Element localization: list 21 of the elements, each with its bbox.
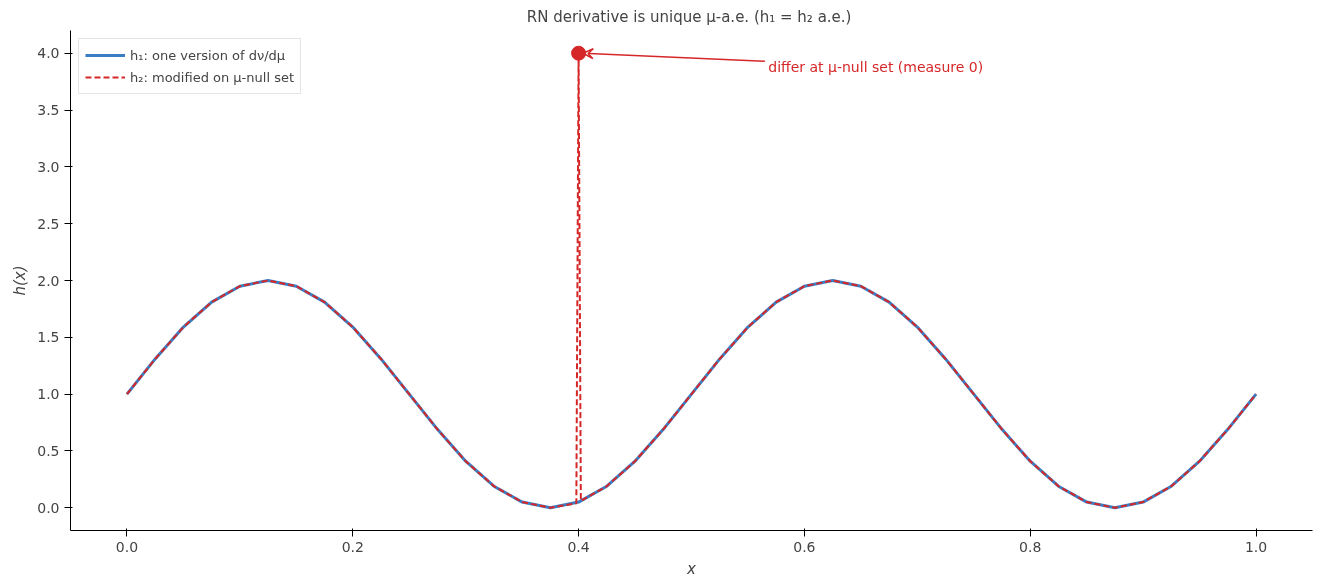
y-tick-label: 2.5 xyxy=(37,215,60,232)
y-tick-label: 2.0 xyxy=(37,272,60,289)
x-tick-label: 0.8 xyxy=(1019,538,1042,555)
x-tick-label: 0.6 xyxy=(793,538,816,555)
y-tick-label: 0.0 xyxy=(37,499,60,516)
y-tick-label: 1.0 xyxy=(37,386,60,403)
legend-label: h₂: modified on μ-null set xyxy=(130,69,295,85)
y-tick-label: 3.5 xyxy=(37,102,60,119)
x-tick-label: 1.0 xyxy=(1244,538,1268,555)
y-tick-label: 4.0 xyxy=(37,45,60,62)
x-axis-title: x xyxy=(686,559,697,578)
legend-label: h₁: one version of dν/dμ xyxy=(130,47,286,63)
x-tick-label: 0.0 xyxy=(115,538,139,555)
y-tick-label: 1.5 xyxy=(37,329,60,346)
y-tick-label: 0.5 xyxy=(37,442,60,459)
chart-title: RN derivative is unique μ-a.e. (h₁ = h₂ a.e.) xyxy=(526,7,852,26)
annotation: differ at μ-null set (measure 0) xyxy=(768,59,984,76)
x-tick-label: 0.4 xyxy=(567,538,590,555)
x-tick-label: 0.2 xyxy=(341,538,364,555)
y-axis-title: h(x) xyxy=(11,265,30,296)
y-tick-label: 3.0 xyxy=(37,158,60,175)
